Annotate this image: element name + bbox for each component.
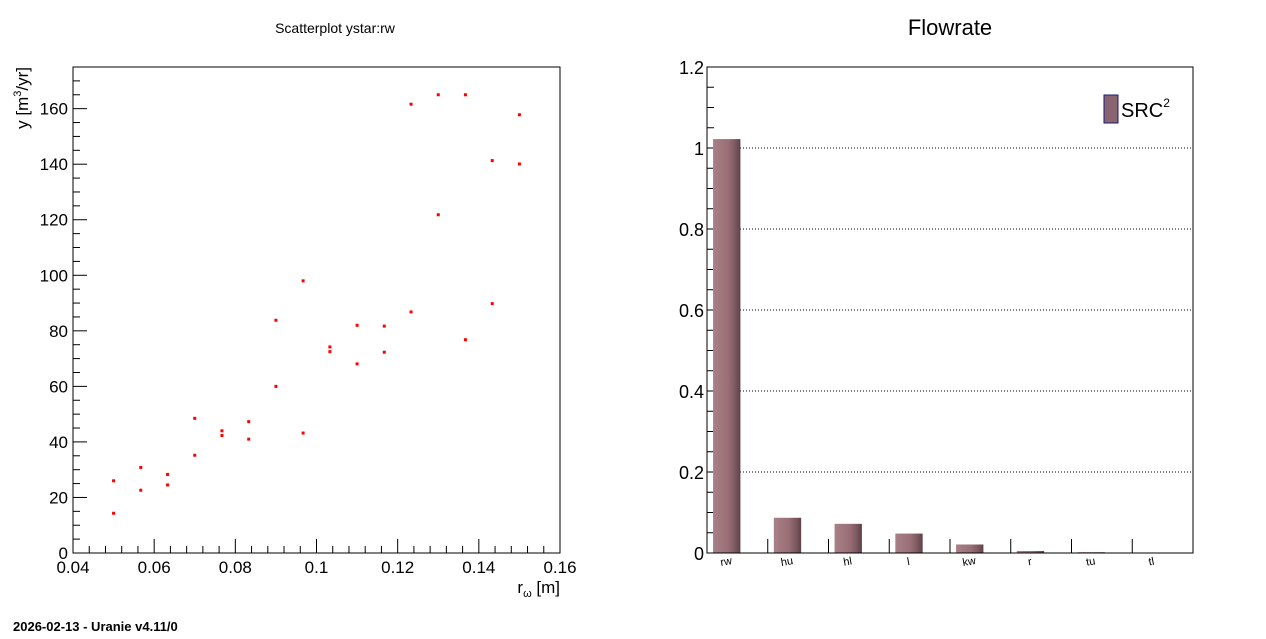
scatter-point [328,345,332,349]
scatter-point [220,429,224,433]
scatter-y-tick-label: 160 [40,100,68,119]
scatter-y-tick-label: 80 [49,322,68,341]
scatter-point [193,453,197,457]
bar-category-label: hl [842,555,853,568]
scatter-title: Scatterplot ystar:rw [275,20,396,36]
bar-y-tick-label: 0.2 [679,463,704,483]
bar-chart-title: Flowrate [908,15,992,40]
scatter-point [220,434,224,438]
scatter-x-tick-label: 0.16 [543,558,576,577]
scatter-point [463,93,467,97]
scatter-point [139,465,143,469]
scatter-x-tick-label: 0.04 [56,558,89,577]
bar-y-tick-label: 0 [694,544,704,564]
scatter-axis-ticks [72,66,561,554]
bar-hu [773,517,802,553]
scatter-x-tick-label: 0.1 [305,558,329,577]
scatter-y-tick-label: 140 [40,155,68,174]
scatter-point [517,162,521,166]
bar-series [713,139,1166,554]
legend-label: SRC2 [1121,96,1170,122]
bar-frame [706,66,1194,554]
scatter-y-tick-label: 100 [40,266,68,285]
scatter-point [166,483,170,487]
bar-y-tick-label: 0.6 [679,301,704,321]
bar-y-tick-label: 0.8 [679,220,704,240]
bar-tick-labels: 0 0.2 0.4 0.6 0.8 1 1.2 rw hu hl l kw r tu tl [679,58,1155,569]
scatter-point [274,318,278,322]
bar-r [1016,550,1045,553]
scatter-point [301,431,305,435]
scatter-panel: Scatterplot ystar:rw 0.04 0.06 0.08 0.1 0.12… [12,20,577,600]
scatter-y-tick-label: 20 [49,488,68,507]
scatter-point [490,302,494,306]
bar-panel: Flowrate 0 0.2 0.4 0.6 0.8 1 1.2 rw hu hl l kw r tu tl… [679,15,1194,569]
scatter-frame [72,66,561,554]
scatter-point [112,479,116,483]
bar-kw [956,544,984,553]
scatter-point [382,324,386,328]
bar-rw [713,139,741,553]
scatter-point [328,350,332,354]
bar-gridlines [707,147,1193,473]
bar-y-tick-label: 0.4 [679,382,704,402]
scatter-point [139,488,143,492]
bar-category-label: tl [1148,556,1156,569]
scatter-tick-labels: 0.04 0.06 0.08 0.1 0.12 0.14 0.16 0 20 40 60 80 100 1… [40,100,577,577]
scatter-points [112,93,521,515]
bar-category-label: l [906,556,910,568]
scatter-y-tick-label: 0 [59,544,68,563]
scatter-point [517,113,521,117]
scatter-point [247,437,251,441]
scatter-x-tick-label: 0.14 [462,558,495,577]
scatter-point [409,102,413,106]
scatter-y-tick-label: 40 [49,433,68,452]
scatter-point [274,384,278,388]
scatter-point [463,338,467,342]
scatter-x-axis-label: rω [m] [517,578,560,600]
bar-y-tick-label: 1 [694,139,704,159]
scatter-point [301,279,305,283]
scatter-point [436,213,440,217]
bar-category-label: tu [1085,555,1096,568]
scatter-point [382,350,386,354]
scatter-y-tick-label: 120 [40,211,68,230]
bar-legend: SRC2 [1103,94,1170,124]
scatter-x-tick-label: 0.08 [219,558,252,577]
scatter-point [193,416,197,420]
bar-y-tick-label: 1.2 [679,58,704,78]
footer-stamp: 2026-02-13 - Uranie v4.11/0 [13,619,178,634]
scatter-point [112,511,116,515]
legend-swatch [1103,94,1119,124]
bar-hl [834,523,862,553]
scatter-y-axis-label: y [m3/yr] [12,67,32,129]
scatter-point [247,420,251,424]
bar-category-label: kw [962,555,977,569]
bar-category-label: r [1027,556,1033,569]
scatter-x-tick-label: 0.06 [138,558,171,577]
bar-l [895,533,923,553]
scatter-point [166,472,170,476]
scatter-point [355,362,359,366]
scatter-point [409,310,413,314]
scatter-x-tick-label: 0.12 [381,558,414,577]
bar-category-label: rw [719,555,733,569]
scatter-point [436,93,440,97]
scatter-point [355,323,359,327]
scatter-point [490,159,494,163]
scatter-y-tick-label: 60 [49,377,68,396]
bar-category-label: hu [780,555,794,569]
